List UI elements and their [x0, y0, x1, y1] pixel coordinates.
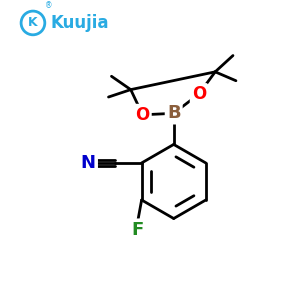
Text: O: O: [192, 85, 206, 103]
Text: N: N: [81, 154, 96, 172]
Text: B: B: [167, 104, 181, 122]
Text: K: K: [28, 16, 38, 29]
Text: Kuujia: Kuujia: [50, 14, 109, 32]
Text: O: O: [136, 106, 150, 124]
Text: ®: ®: [45, 2, 53, 10]
Text: F: F: [131, 220, 143, 238]
